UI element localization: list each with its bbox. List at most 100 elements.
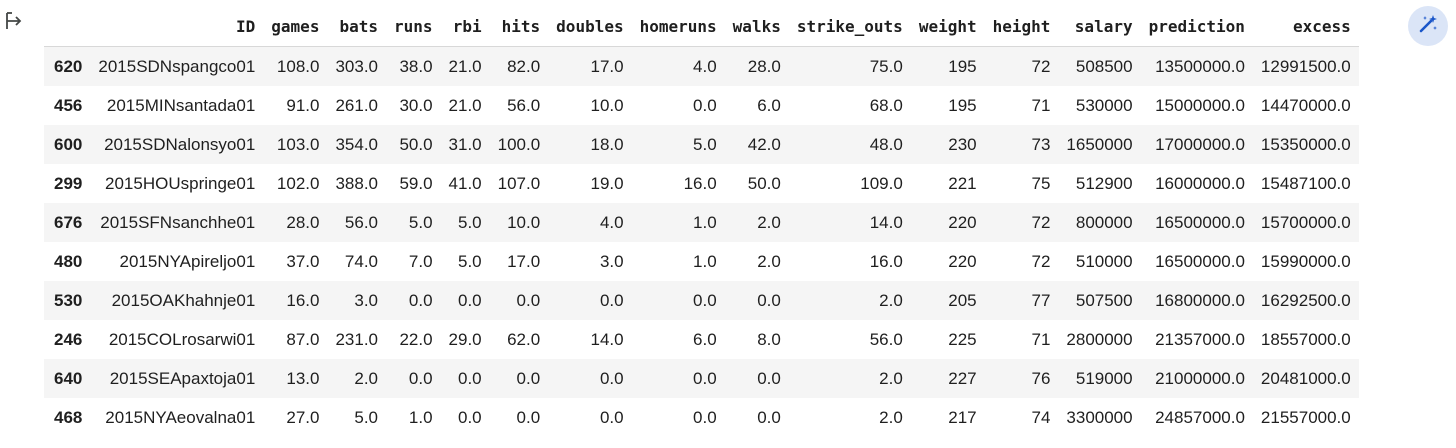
table-cell: 2800000 [1066,329,1133,349]
table-cell: 21000000.0 [1155,368,1245,388]
table-cell: 16500000.0 [1155,251,1245,271]
table-cell: 74 [1031,407,1051,427]
column-header: strike_outs [788,6,911,47]
table-cell: 508500 [1075,56,1133,76]
table-cell: 91.0 [286,95,320,115]
table-cell: 6.0 [757,95,781,115]
table-cell: 72 [1031,56,1051,76]
table-cell: 7.0 [408,251,433,271]
table-cell: 530000 [1075,95,1133,115]
table-cell: 21557000.0 [1260,407,1351,427]
table-cell: 1.0 [408,407,433,427]
row-index: 640 [54,368,83,388]
table-cell: 19.0 [590,173,624,193]
table-row: 480 2015NYApireljo01 37.0 74.0 7.0 5.0 17.0 3.0… [44,242,1359,281]
table-cell: 2015SEApaxtoja01 [109,368,256,388]
table-cell: 21.0 [448,56,482,76]
table-cell: 16500000.0 [1155,212,1245,232]
column-header: ID [90,6,264,47]
table-cell: 3.0 [354,290,378,310]
table-cell: 261.0 [335,95,378,115]
table-cell: 71 [1031,329,1051,349]
table-cell: 2.0 [757,251,781,271]
table-cell: 22.0 [399,329,433,349]
table-cell: 2.0 [757,212,781,232]
table-cell: 75.0 [869,56,903,76]
table-cell: 62.0 [507,329,541,349]
output-arrow-icon[interactable] [4,10,26,32]
table-header-row: ID games bats runs rbi hits doubles homeruns wal… [44,6,1359,47]
table-cell: 108.0 [276,56,320,76]
table-cell: 30.0 [399,95,433,115]
table-cell: 231.0 [335,329,378,349]
table-cell: 72 [1031,212,1051,232]
row-index: 620 [54,56,83,76]
table-cell: 15000000.0 [1155,95,1245,115]
table-cell: 2015NYAeovalna01 [105,407,256,427]
table-cell: 73 [1031,134,1051,154]
table-cell: 3.0 [599,251,624,271]
table-cell: 8.0 [757,329,781,349]
magic-wand-button[interactable] [1408,6,1448,46]
table-cell: 41.0 [448,173,482,193]
table-cell: 2.0 [879,368,903,388]
table-cell: 16000000.0 [1155,173,1245,193]
table-cell: 5.0 [408,212,433,232]
table-row: 640 2015SEApaxtoja01 13.0 2.0 0.0 0.0 0.0 0.0 0.… [44,359,1359,398]
table-cell: 3300000 [1066,407,1133,427]
column-header: homeruns [631,6,725,47]
table-cell: 2015MINsantada01 [106,95,256,115]
table-cell: 6.0 [693,329,717,349]
row-index: 468 [54,407,83,427]
table-row: 620 2015SDNspangco01 108.0 303.0 38.0 21.0 82.… [44,46,1359,86]
table-cell: 2.0 [354,368,378,388]
column-header: doubles [548,6,632,47]
table-cell: 37.0 [286,251,320,271]
table-cell: 354.0 [335,134,378,154]
table-cell: 59.0 [399,173,433,193]
table-cell: 0.0 [693,95,717,115]
table-cell: 510000 [1075,251,1133,271]
table-cell: 76 [1031,368,1051,388]
column-header: hits [489,6,549,47]
table-cell: 220 [948,212,977,232]
table-cell: 0.0 [408,368,433,388]
table-cell: 56.0 [344,212,378,232]
table-cell: 10.0 [507,212,541,232]
table-cell: 388.0 [335,173,378,193]
column-header: height [984,6,1059,47]
table-cell: 27.0 [286,407,320,427]
table-row: 246 2015COLrosarwi01 87.0 231.0 22.0 29.0 62.0… [44,320,1359,359]
table-row: 600 2015SDNalonsyo01 103.0 354.0 50.0 31.0 100… [44,125,1359,164]
table-body: 620 2015SDNspangco01 108.0 303.0 38.0 21.0 82.… [44,46,1359,437]
table-cell: 24857000.0 [1155,407,1245,427]
table-cell: 21.0 [448,95,482,115]
table-cell: 800000 [1075,212,1133,232]
row-index: 246 [54,329,83,349]
table-cell: 17.0 [590,56,624,76]
table-cell: 31.0 [448,134,482,154]
table-cell: 227 [948,368,977,388]
table-cell: 28.0 [286,212,320,232]
table-cell: 87.0 [286,329,320,349]
table-cell: 0.0 [516,368,541,388]
column-header: excess [1252,6,1359,47]
table-cell: 0.0 [457,290,482,310]
table-cell: 48.0 [869,134,903,154]
table-cell: 0.0 [693,368,717,388]
table-cell: 195 [948,95,977,115]
table-cell: 5.0 [354,407,378,427]
table-cell: 28.0 [747,56,781,76]
table-cell: 14.0 [869,212,903,232]
table-cell: 195 [948,56,977,76]
table-cell: 0.0 [757,407,781,427]
table-cell: 4.0 [693,56,717,76]
column-header: bats [327,6,386,47]
table-cell: 16.0 [286,290,320,310]
table-cell: 2015HOUspringe01 [105,173,256,193]
table-cell: 20481000.0 [1260,368,1351,388]
table-cell: 4.0 [599,212,624,232]
row-index: 480 [54,251,83,271]
table-cell: 519000 [1075,368,1133,388]
